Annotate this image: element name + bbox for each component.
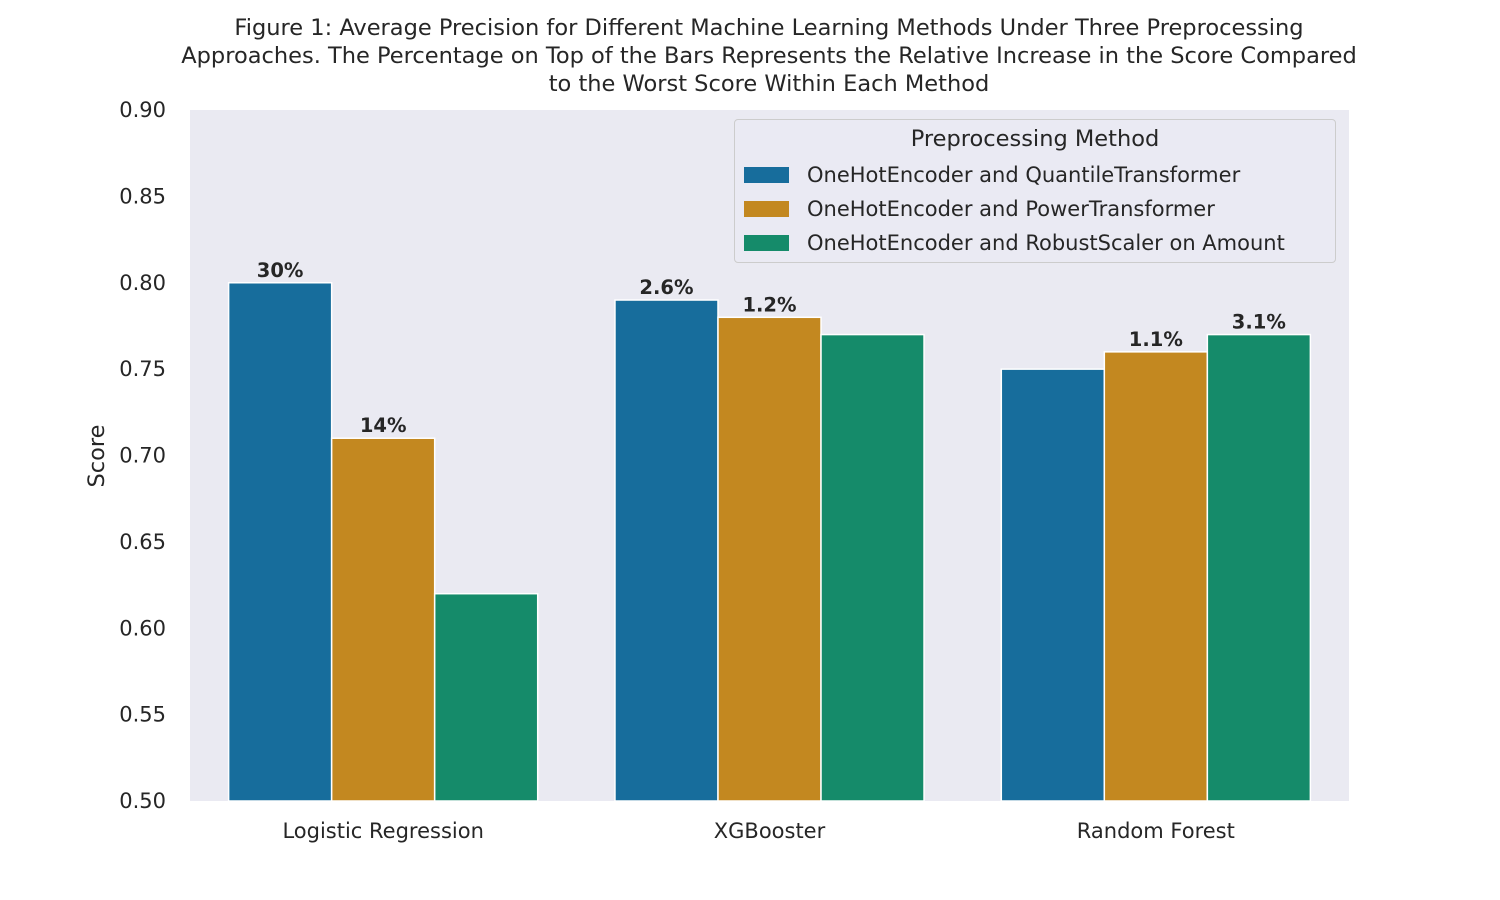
x-axis: Logistic Regression XGBooster Random Fores… [282,819,1234,843]
y-tick-label: 0.80 [119,271,166,295]
x-tick-label: XGBooster [714,819,826,843]
y-tick-label: 0.60 [119,616,166,640]
bar-data-label: 2.6% [639,276,693,299]
bar [820,333,925,802]
legend-label-robust: OneHotEncoder and RobustScaler on Amount [807,231,1285,255]
bar-data-label: 30% [257,259,304,282]
y-tick-label: 0.85 [119,184,166,208]
legend-title: Preprocessing Method [910,126,1160,152]
bar [227,282,333,802]
bars [227,282,1312,802]
bar [614,299,719,802]
legend-item-quantile: OneHotEncoder and QuantileTransformer [744,160,1240,190]
x-tick-label: Logistic Regression [282,819,483,843]
legend-item-power: OneHotEncoder and PowerTransformer [744,194,1215,224]
bar [1103,351,1209,802]
y-tick-label: 0.70 [119,444,166,468]
y-axis: 0.50 0.55 0.60 0.65 0.70 0.75 0.80 0.85 0.90 [119,98,166,813]
legend-item-robust: OneHotEncoder and RobustScaler on Amount [744,228,1285,258]
bar-data-label: 1.1% [1129,328,1183,351]
y-tick-label: 0.50 [119,789,166,813]
legend-label-power: OneHotEncoder and PowerTransformer [807,197,1215,221]
chart-title: Figure 1: Average Precision for Differen… [0,14,1500,98]
x-tick-label: Random Forest [1077,819,1235,843]
bar-data-label: 14% [360,414,407,437]
legend-swatch-robust [744,235,789,251]
bar [433,592,539,802]
chart-title-line-3: to the Worst Score Within Each Method [548,71,990,97]
chart-title-line-1: Figure 1: Average Precision for Differen… [234,15,1304,41]
y-tick-label: 0.65 [119,530,166,554]
bar [330,437,436,802]
bar [1206,333,1312,802]
y-tick-label: 0.75 [119,357,166,381]
bar [1000,368,1106,802]
legend: Preprocessing Method OneHotEncoder and Q… [734,119,1336,263]
y-tick-label: 0.90 [119,98,166,122]
chart-title-line-2: Approaches. The Percentage on Top of the… [181,43,1357,69]
bar [717,316,822,802]
legend-label-quantile: OneHotEncoder and QuantileTransformer [807,163,1241,187]
y-tick-label: 0.55 [119,703,166,727]
y-axis-label: Score [84,424,110,487]
bar-data-label: 1.2% [742,293,796,316]
legend-swatch-quantile [744,167,789,183]
bar-labels: 30% 14% 2.6% 1.2% 1.1% 3.1% [257,259,1286,437]
legend-swatch-power [744,201,789,217]
bar-data-label: 3.1% [1232,311,1286,334]
